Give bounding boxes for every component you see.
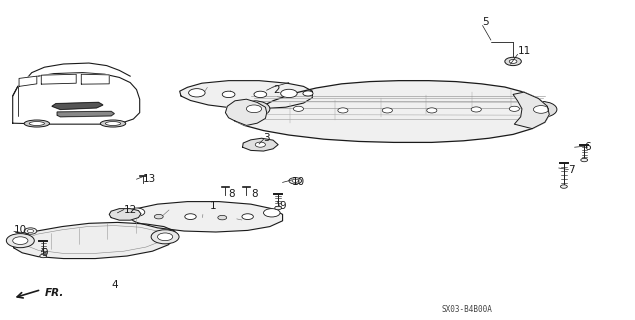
Text: 1: 1 <box>210 201 216 212</box>
Circle shape <box>27 229 34 233</box>
Text: 3: 3 <box>264 132 270 143</box>
Text: 5: 5 <box>483 17 489 28</box>
Circle shape <box>509 60 517 63</box>
Text: 7: 7 <box>568 164 575 175</box>
Circle shape <box>185 214 196 220</box>
Polygon shape <box>109 209 141 220</box>
Text: 13: 13 <box>143 174 156 184</box>
Polygon shape <box>513 92 549 129</box>
Circle shape <box>338 108 348 113</box>
Circle shape <box>427 108 437 113</box>
Text: 12: 12 <box>124 204 137 215</box>
Ellipse shape <box>100 120 126 127</box>
Circle shape <box>189 89 205 97</box>
Text: 9: 9 <box>41 248 48 258</box>
Polygon shape <box>57 111 114 117</box>
Circle shape <box>13 237 28 244</box>
Circle shape <box>525 101 557 117</box>
Circle shape <box>254 91 267 98</box>
Text: 9: 9 <box>279 201 286 212</box>
Text: 8: 8 <box>229 188 235 199</box>
Polygon shape <box>180 81 312 109</box>
Text: SX03-B4B00A: SX03-B4B00A <box>441 305 492 314</box>
Circle shape <box>218 215 227 220</box>
Polygon shape <box>11 222 177 259</box>
Polygon shape <box>225 99 267 125</box>
Polygon shape <box>52 102 103 109</box>
Circle shape <box>505 57 521 66</box>
Polygon shape <box>243 138 278 151</box>
Circle shape <box>561 185 567 188</box>
Ellipse shape <box>29 122 44 125</box>
Circle shape <box>281 89 297 98</box>
Circle shape <box>151 230 179 244</box>
Circle shape <box>275 206 281 210</box>
Text: 10: 10 <box>292 177 305 188</box>
Circle shape <box>128 208 145 216</box>
Polygon shape <box>124 202 283 232</box>
Text: 11: 11 <box>518 46 531 56</box>
Circle shape <box>303 91 313 96</box>
Circle shape <box>255 142 265 147</box>
Circle shape <box>154 214 163 219</box>
Circle shape <box>533 106 549 113</box>
Text: 2: 2 <box>273 84 279 95</box>
Polygon shape <box>235 81 549 142</box>
Circle shape <box>40 254 46 258</box>
Polygon shape <box>13 73 140 124</box>
Circle shape <box>382 108 392 113</box>
Circle shape <box>6 234 34 248</box>
Polygon shape <box>19 76 37 86</box>
Circle shape <box>292 179 298 182</box>
Polygon shape <box>41 74 76 84</box>
Polygon shape <box>81 74 109 84</box>
Circle shape <box>293 106 304 111</box>
Text: 8: 8 <box>251 188 257 199</box>
Circle shape <box>289 178 302 184</box>
Circle shape <box>222 91 235 98</box>
Circle shape <box>238 101 270 117</box>
Ellipse shape <box>105 122 121 125</box>
Circle shape <box>581 158 587 162</box>
Circle shape <box>157 233 173 241</box>
Text: FR.: FR. <box>44 288 64 298</box>
Circle shape <box>24 228 37 234</box>
Circle shape <box>242 214 253 220</box>
Text: 6: 6 <box>584 142 591 152</box>
Circle shape <box>471 107 481 112</box>
Ellipse shape <box>24 120 50 127</box>
Text: 10: 10 <box>14 225 27 236</box>
Text: 4: 4 <box>111 280 117 290</box>
Circle shape <box>509 106 519 111</box>
Circle shape <box>264 209 280 217</box>
Circle shape <box>246 105 262 113</box>
